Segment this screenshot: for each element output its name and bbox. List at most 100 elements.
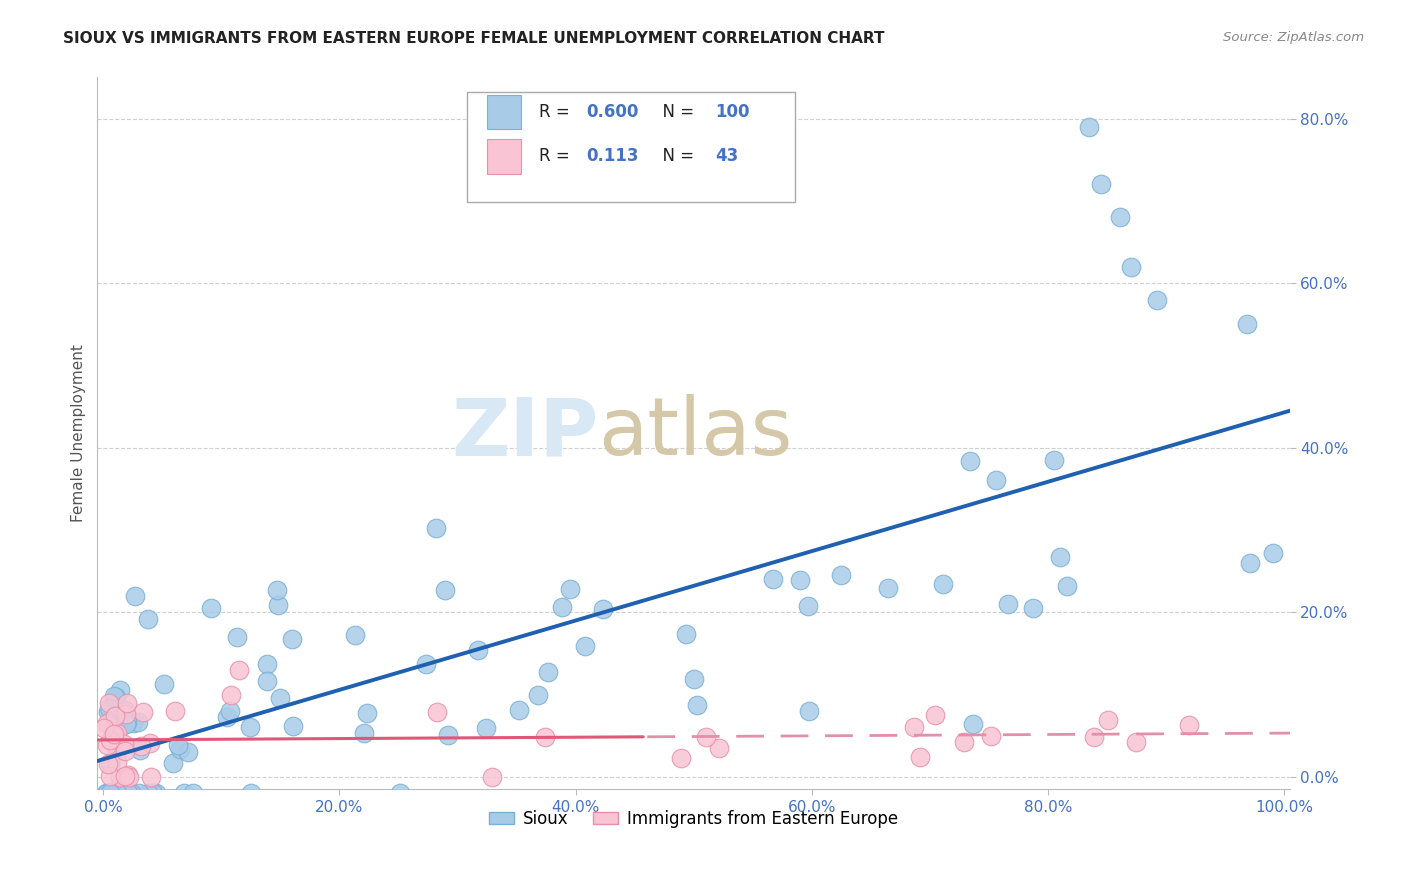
Point xyxy=(425,521,447,535)
Point xyxy=(200,600,222,615)
Point xyxy=(281,719,304,733)
Point xyxy=(104,690,127,705)
Point xyxy=(138,612,160,626)
Point xyxy=(1261,546,1284,560)
Point xyxy=(1056,579,1078,593)
Point xyxy=(1078,120,1101,134)
Point xyxy=(353,726,375,740)
Point xyxy=(228,663,250,677)
Point xyxy=(1083,730,1105,744)
Point xyxy=(1125,735,1147,749)
Point xyxy=(266,582,288,597)
Point xyxy=(508,703,530,717)
Point xyxy=(100,786,122,800)
Point xyxy=(96,716,118,731)
Point xyxy=(108,770,131,784)
Point xyxy=(1090,178,1112,192)
Point xyxy=(129,739,152,753)
Point xyxy=(1022,600,1045,615)
Point xyxy=(153,677,176,691)
Point xyxy=(127,714,149,729)
Point xyxy=(141,786,163,800)
Text: 0.600: 0.600 xyxy=(586,103,638,121)
Point xyxy=(105,756,128,770)
Point xyxy=(953,735,976,749)
Text: 100: 100 xyxy=(716,103,749,121)
Point xyxy=(114,769,136,783)
Point xyxy=(121,715,143,730)
FancyBboxPatch shape xyxy=(488,139,520,174)
Point xyxy=(163,704,186,718)
Point xyxy=(105,725,128,739)
Point xyxy=(830,568,852,582)
Point xyxy=(256,674,278,689)
Point xyxy=(98,756,121,771)
Point xyxy=(436,727,458,741)
Point xyxy=(98,732,121,747)
Point xyxy=(269,691,291,706)
Point xyxy=(675,627,697,641)
Point xyxy=(98,786,121,800)
Text: Source: ZipAtlas.com: Source: ZipAtlas.com xyxy=(1223,31,1364,45)
FancyBboxPatch shape xyxy=(467,92,794,202)
Point xyxy=(558,582,581,596)
Point xyxy=(138,737,160,751)
Point xyxy=(115,715,138,730)
Point xyxy=(98,701,121,715)
Point xyxy=(238,720,260,734)
Point xyxy=(475,722,498,736)
Point xyxy=(481,770,503,784)
Point xyxy=(467,642,489,657)
Point xyxy=(219,688,242,702)
Point xyxy=(98,696,121,710)
Point xyxy=(908,750,931,764)
Point xyxy=(114,703,136,717)
Point xyxy=(1239,557,1261,571)
Point xyxy=(145,786,167,800)
Point xyxy=(686,698,709,713)
Point xyxy=(162,756,184,770)
Point xyxy=(105,786,128,800)
Point xyxy=(1146,293,1168,307)
Point xyxy=(997,597,1019,611)
Point xyxy=(114,707,136,722)
Point xyxy=(267,598,290,612)
Point xyxy=(415,657,437,671)
Point xyxy=(98,769,121,783)
Point xyxy=(111,717,134,731)
Point xyxy=(117,767,139,781)
Point xyxy=(136,786,159,800)
Point xyxy=(344,628,367,642)
Point xyxy=(173,786,195,800)
Point xyxy=(980,729,1002,743)
Point xyxy=(426,705,449,719)
Text: ZIP: ZIP xyxy=(451,394,598,473)
Point xyxy=(551,600,574,615)
Point xyxy=(93,721,115,735)
Point xyxy=(709,741,731,756)
Point xyxy=(1109,211,1132,225)
Point xyxy=(959,453,981,467)
Text: R =: R = xyxy=(538,147,579,165)
Point xyxy=(132,705,155,719)
Text: SIOUX VS IMMIGRANTS FROM EASTERN EUROPE FEMALE UNEMPLOYMENT CORRELATION CHART: SIOUX VS IMMIGRANTS FROM EASTERN EUROPE … xyxy=(63,31,884,46)
Point xyxy=(105,744,128,758)
Point xyxy=(877,581,900,595)
Point xyxy=(128,786,150,800)
Y-axis label: Female Unemployment: Female Unemployment xyxy=(72,344,86,523)
Point xyxy=(527,688,550,702)
Point xyxy=(111,717,134,731)
Text: N =: N = xyxy=(652,103,699,121)
Point xyxy=(167,738,190,752)
Point xyxy=(984,473,1007,487)
Point xyxy=(108,682,131,697)
Point xyxy=(1177,717,1199,731)
Point xyxy=(537,665,560,680)
Point xyxy=(256,657,278,671)
Point xyxy=(695,731,717,745)
Point xyxy=(789,573,811,587)
Point xyxy=(103,689,125,703)
Point xyxy=(114,743,136,757)
Point xyxy=(433,582,456,597)
Point xyxy=(682,672,704,686)
